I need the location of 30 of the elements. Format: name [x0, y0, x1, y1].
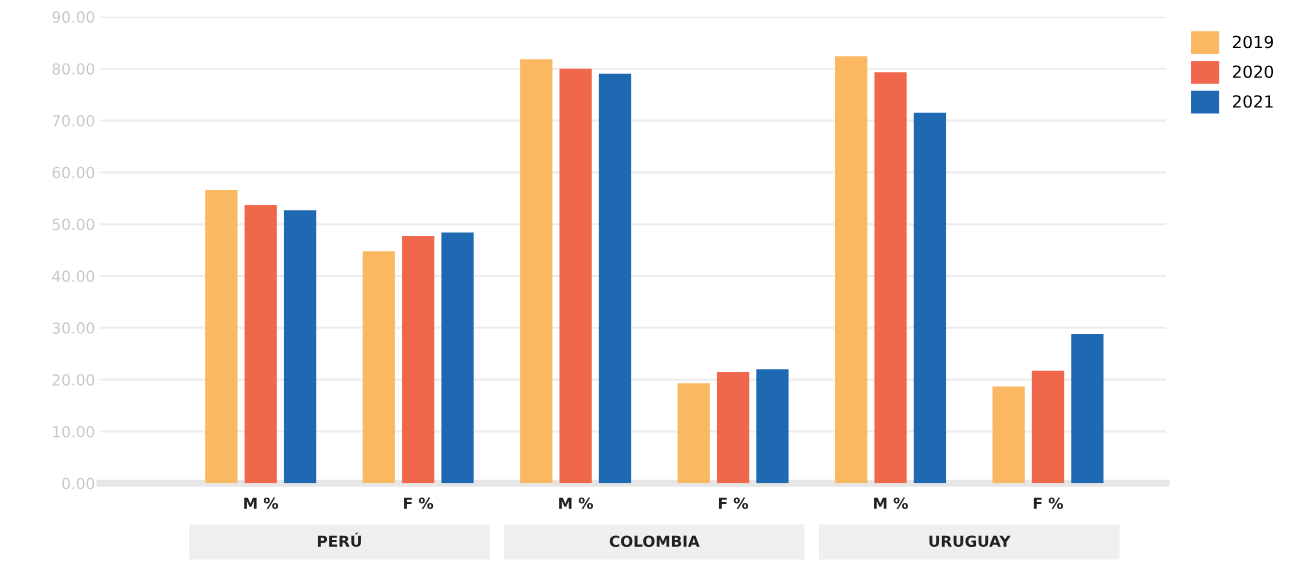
x-tick-label: M % — [244, 497, 279, 510]
bar — [441, 232, 474, 484]
text: PERÚ — [317, 532, 361, 547]
text: URUGUAY — [929, 535, 1011, 547]
bar — [559, 68, 592, 484]
bar — [205, 189, 238, 484]
x-tick-label: F % — [404, 497, 434, 510]
bar — [835, 56, 868, 484]
bar — [716, 371, 750, 484]
bar — [1071, 334, 1104, 484]
bar — [677, 383, 710, 484]
bar — [402, 236, 435, 484]
x-tick-label: M % — [559, 497, 594, 510]
bar — [598, 73, 632, 484]
bar — [1031, 370, 1065, 484]
legend-label: 2019 — [1232, 35, 1273, 49]
bar — [362, 251, 395, 484]
bar — [244, 205, 277, 484]
bar — [520, 59, 553, 484]
x-tick-label: M % — [874, 497, 908, 510]
x-tick-label: F % — [1033, 497, 1064, 510]
x-tick-label: F % — [718, 497, 749, 510]
bar — [874, 72, 907, 484]
bar — [283, 210, 317, 484]
bar — [756, 369, 789, 484]
legend-label: 2021 — [1232, 95, 1273, 108]
bar — [992, 386, 1025, 484]
legend-label: 2020 — [1232, 65, 1274, 79]
bar — [913, 112, 947, 484]
text: COLOMBIA — [609, 535, 700, 547]
